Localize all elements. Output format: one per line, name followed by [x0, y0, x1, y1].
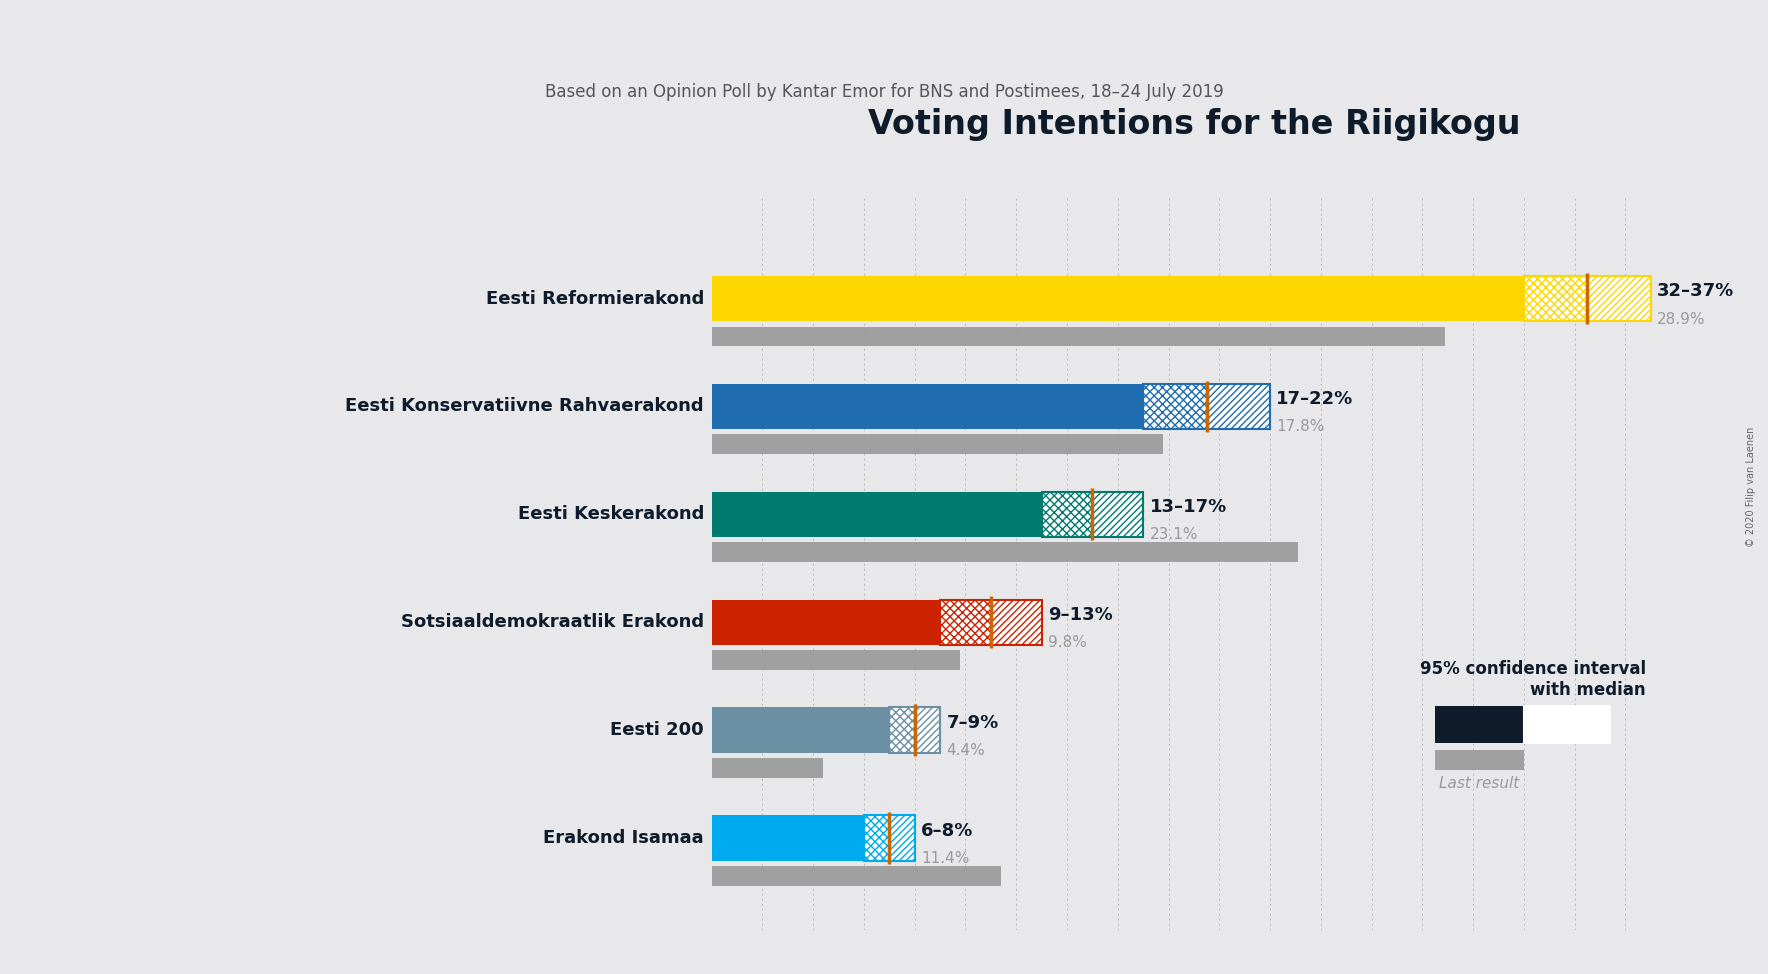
Bar [711, 605, 1041, 639]
Text: 23.1%: 23.1% [1149, 527, 1199, 543]
Bar [990, 600, 1041, 645]
Bar [711, 390, 1269, 424]
Text: Based on an Opinion Poll by Kantar Emor for BNS and Postimees, 18–24 July 2019: Based on an Opinion Poll by Kantar Emor … [545, 83, 1223, 100]
Text: 32–37%: 32–37% [1657, 282, 1734, 300]
Bar [711, 326, 1444, 346]
Bar [711, 707, 889, 753]
Bar [711, 713, 941, 747]
Bar [711, 434, 1163, 454]
Bar [865, 815, 889, 861]
Bar [1436, 706, 1524, 743]
Bar [711, 821, 914, 855]
Text: 7–9%: 7–9% [946, 714, 999, 731]
Bar [711, 276, 1524, 321]
Bar [1093, 492, 1144, 537]
Bar [1566, 706, 1611, 743]
Bar [711, 821, 914, 855]
Bar [711, 605, 1041, 639]
Bar [1524, 706, 1566, 743]
Bar [711, 281, 1651, 316]
Text: Sotsiaaldemokraatlik Erakond: Sotsiaaldemokraatlik Erakond [401, 614, 704, 631]
Bar [1206, 384, 1269, 430]
Text: 28.9%: 28.9% [1657, 312, 1706, 326]
Bar [1144, 384, 1206, 430]
Bar [1436, 750, 1524, 769]
Bar [711, 758, 824, 777]
Text: Last result: Last result [1439, 776, 1520, 791]
Text: Eesti Keskerakond: Eesti Keskerakond [518, 506, 704, 523]
Bar [711, 866, 1001, 885]
Bar [711, 384, 1144, 430]
Bar [914, 707, 941, 753]
Title: Voting Intentions for the Riigikogu: Voting Intentions for the Riigikogu [868, 107, 1520, 140]
Text: Eesti Konservatiivne Rahvaerakond: Eesti Konservatiivne Rahvaerakond [345, 397, 704, 416]
Bar [711, 600, 941, 645]
Bar [1041, 492, 1093, 537]
Bar [711, 651, 960, 670]
Bar [711, 498, 1144, 532]
Text: 17.8%: 17.8% [1276, 420, 1324, 434]
Text: 13–17%: 13–17% [1149, 498, 1227, 516]
Text: 9.8%: 9.8% [1048, 635, 1087, 651]
Bar [1524, 276, 1588, 321]
Text: Erakond Isamaa: Erakond Isamaa [543, 829, 704, 847]
Text: 95% confidence interval
with median: 95% confidence interval with median [1420, 660, 1646, 698]
Text: 6–8%: 6–8% [921, 821, 974, 840]
Text: 11.4%: 11.4% [921, 851, 969, 866]
Text: © 2020 Filip van Laenen: © 2020 Filip van Laenen [1745, 427, 1756, 547]
Text: 9–13%: 9–13% [1048, 606, 1112, 623]
Text: 17–22%: 17–22% [1276, 390, 1354, 408]
Bar [711, 543, 1298, 562]
Bar [889, 707, 914, 753]
Bar [889, 815, 914, 861]
Bar [711, 498, 1144, 532]
Bar [711, 492, 1041, 537]
Bar [711, 713, 941, 747]
Text: Eesti Reformierakond: Eesti Reformierakond [486, 289, 704, 308]
Bar [1588, 276, 1651, 321]
Text: Eesti 200: Eesti 200 [610, 721, 704, 739]
Text: 4.4%: 4.4% [946, 743, 985, 758]
Bar [711, 390, 1269, 424]
Bar [711, 281, 1651, 316]
Bar [941, 600, 990, 645]
Bar [711, 815, 865, 861]
